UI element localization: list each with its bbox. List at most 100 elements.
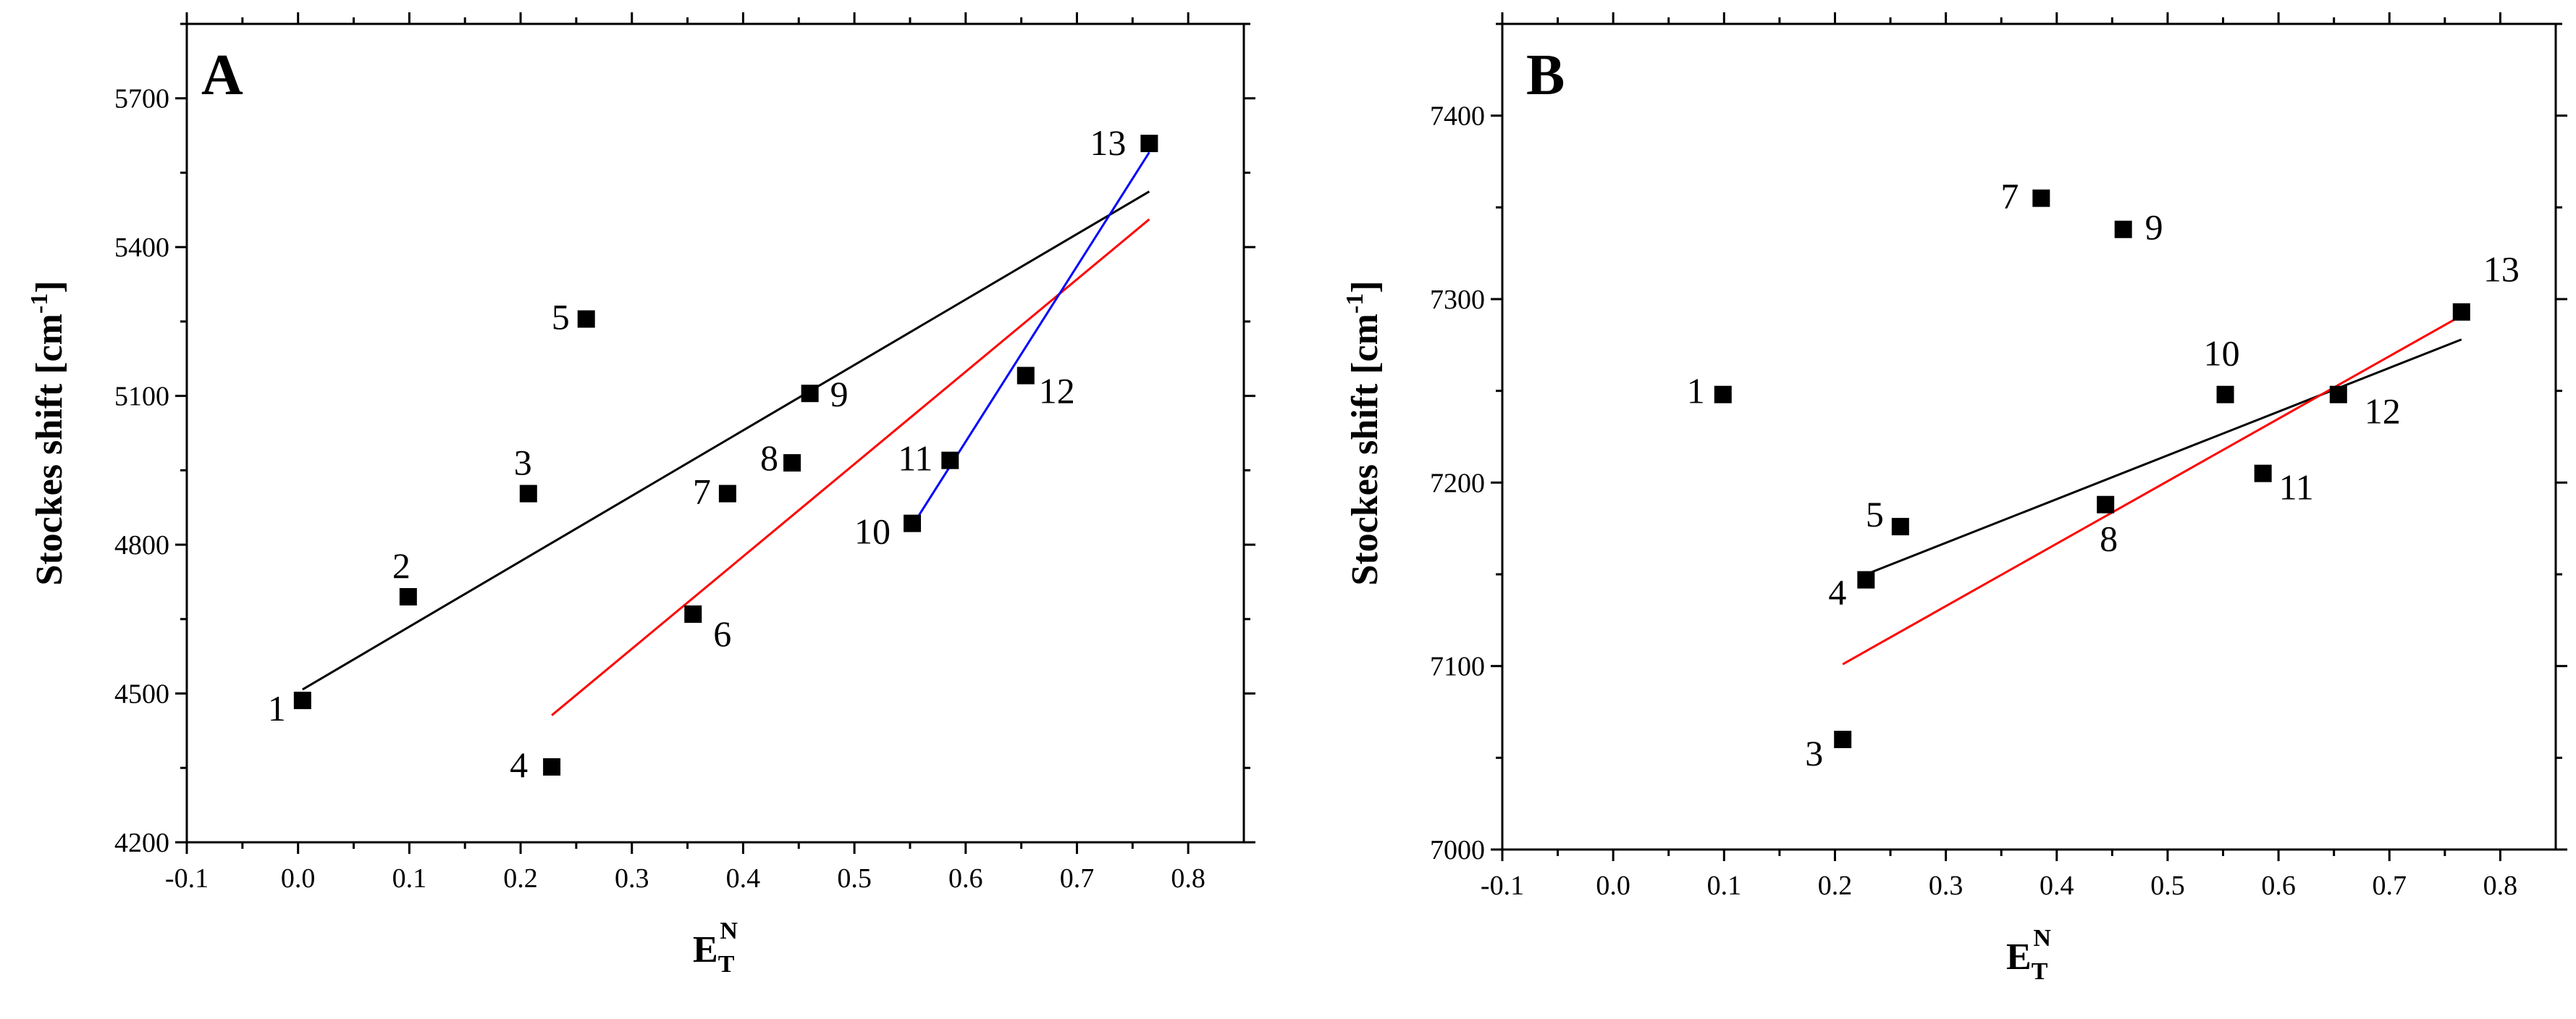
- panel-a-x-axis-title-sup: N: [720, 918, 738, 944]
- panel-b-point-label-11: 11: [2279, 467, 2314, 508]
- panel-a-point-label-6: 6: [713, 613, 731, 654]
- panel-b-ytick-label: 7100: [1430, 652, 1485, 682]
- panel-b-point-12: [2329, 385, 2347, 403]
- panel-a-xtick-label: 0.1: [392, 863, 427, 894]
- panel-b-point-13: [2452, 303, 2470, 321]
- panel-a-xtick-label: 0.5: [837, 863, 872, 894]
- panel-b-point-8: [2097, 495, 2115, 513]
- panel-b-point-label-12: 12: [2365, 391, 2401, 432]
- panel-a-point-label-12: 12: [1039, 371, 1075, 411]
- panel-b-x-axis-title-main: E: [2006, 936, 2032, 978]
- panel-a-x-axis-title-main: E: [693, 929, 718, 970]
- panel-b-xtick-label: 0.2: [1818, 871, 1853, 901]
- panel-b-point-label-3: 3: [1805, 733, 1823, 773]
- panel-a-xtick-label: 0.4: [726, 863, 761, 894]
- panel-a-point-2: [399, 588, 417, 605]
- panel-b-ytick-label: 7200: [1430, 468, 1485, 498]
- panel-a-point-label-8: 8: [760, 437, 778, 478]
- panel-b-plot-frame: [1501, 22, 2557, 851]
- panel-a-point-label-5: 5: [552, 296, 570, 337]
- panel-a-point-label-10: 10: [854, 511, 891, 552]
- panel-a-point-9: [801, 385, 819, 403]
- panel-a-point-label-4: 4: [510, 745, 528, 785]
- panel-a-point-8: [783, 454, 801, 472]
- panel-a-plot-frame: [185, 22, 1245, 844]
- panel-a: -0.1 0.0 0.1 0.2 0.3 0.4 0.5 0.6 0.7 0.8 4200 4500 4…: [26, 12, 1255, 978]
- panel-b-point-9: [2114, 220, 2132, 238]
- panel-b-y-axis-title-end: ]: [1344, 280, 1386, 293]
- panel-a-point-10: [904, 514, 922, 532]
- panel-a-x-axis-title: ETN: [693, 918, 738, 978]
- panel-a-point-label-1: 1: [268, 688, 286, 729]
- panel-b: -0.1 0.0 0.1 0.2 0.3 0.4 0.5 0.6 0.7 0.8 7000 7100 7…: [1342, 12, 2567, 985]
- panel-b-point-label-8: 8: [2100, 519, 2118, 559]
- panel-a-xtick-label: 0.0: [281, 863, 316, 894]
- panel-a-point-5: [577, 310, 595, 328]
- panel-b-y-axis-title-sup: -1: [1342, 293, 1368, 314]
- panel-b-point-label-13: 13: [2483, 249, 2520, 290]
- panel-b-point-1: [1714, 385, 1732, 403]
- panel-b-xtick-label: 0.8: [2483, 871, 2518, 901]
- panel-b-xtick-label: 0.1: [1707, 871, 1742, 901]
- panel-b-ytick-label: 7400: [1430, 101, 1485, 132]
- panel-b-point-label-9: 9: [2145, 207, 2163, 248]
- panel-b-letter: B: [1526, 43, 1565, 107]
- panel-b-point-label-10: 10: [2204, 333, 2240, 374]
- panel-b-point-4: [1857, 571, 1875, 589]
- panel-a-point-label-11: 11: [898, 438, 933, 479]
- panel-a-xtick-label: 0.3: [615, 863, 649, 894]
- panel-b-fit-line-subset: [1842, 314, 2462, 666]
- panel-a-ytick-label: 5100: [114, 382, 169, 412]
- panel-b-xtick-label: 0.5: [2150, 871, 2185, 901]
- panel-a-point-4: [543, 758, 561, 776]
- panel-b-x-axis-title-sub: T: [2032, 958, 2048, 985]
- panel-a-y-axis-title: Stockes shift [cm-1]: [26, 280, 70, 585]
- panel-a-y-axis-title-sup: -1: [26, 293, 53, 314]
- panel-b-point-11: [2254, 464, 2272, 482]
- panel-a-xtick-label: 0.8: [1171, 863, 1205, 894]
- panel-a-ytick-label: 4200: [114, 828, 169, 858]
- panel-a-point-3: [519, 485, 537, 503]
- panel-b-fit-line-all: [1865, 338, 2462, 576]
- panel-b-ytick-label: 7300: [1430, 285, 1485, 315]
- panel-b-xtick-label: 0.0: [1596, 871, 1630, 901]
- panel-b-point-5: [1891, 518, 1909, 536]
- panel-a-ytick-label: 4800: [114, 530, 169, 561]
- panel-a-point-11: [941, 451, 959, 469]
- panel-a-ytick-label: 4500: [114, 679, 169, 710]
- panel-a-point-label-3: 3: [514, 443, 532, 483]
- panel-a-point-13: [1140, 135, 1158, 153]
- panel-a-fit-line-subset: [551, 218, 1150, 716]
- panel-a-point-label-2: 2: [392, 545, 411, 586]
- panel-a-ytick-label: 5400: [114, 232, 169, 263]
- panel-b-y-axis-title: Stockes shift [cm-1]: [1342, 280, 1386, 585]
- panel-b-point-10: [2216, 385, 2234, 403]
- panel-a-x-axis-title-sub: T: [718, 951, 735, 978]
- panel-b-xtick-label: 0.6: [2261, 871, 2296, 901]
- panel-a-point-7: [718, 485, 736, 503]
- panel-a-xtick-label: 0.7: [1060, 863, 1095, 894]
- panel-a-ytick-label: 5700: [114, 84, 169, 114]
- panel-a-xtick-label: -0.1: [165, 863, 209, 894]
- panel-a-point-1: [293, 692, 311, 710]
- panel-a-letter: A: [201, 43, 243, 107]
- panel-b-xtick-label: 0.7: [2373, 871, 2407, 901]
- panel-b-x-axis-title-sup: N: [2033, 925, 2051, 952]
- panel-b-x-axis-title: ETN: [2006, 925, 2051, 985]
- panel-b-xtick-label: 0.3: [1929, 871, 1963, 901]
- panel-b-point-label-1: 1: [1687, 371, 1705, 411]
- panel-a-point-12: [1016, 366, 1035, 385]
- panel-b-point-label-7: 7: [2000, 176, 2019, 217]
- panel-b-point-label-5: 5: [1866, 494, 1884, 534]
- panel-b-ytick-label: 7000: [1430, 835, 1485, 865]
- panel-b-xtick-label: 0.4: [2040, 871, 2074, 901]
- panel-a-point-6: [684, 605, 702, 623]
- panel-b-point-3: [1834, 731, 1852, 748]
- panel-a-point-label-13: 13: [1090, 122, 1126, 163]
- panel-a-fit-line-all: [302, 190, 1150, 691]
- panel-b-xtick-label: -0.1: [1481, 871, 1524, 901]
- panel-a-y-axis-title-end: ]: [29, 280, 70, 293]
- panel-a-xtick-label: 0.2: [503, 863, 538, 894]
- panel-a-point-label-9: 9: [830, 374, 849, 414]
